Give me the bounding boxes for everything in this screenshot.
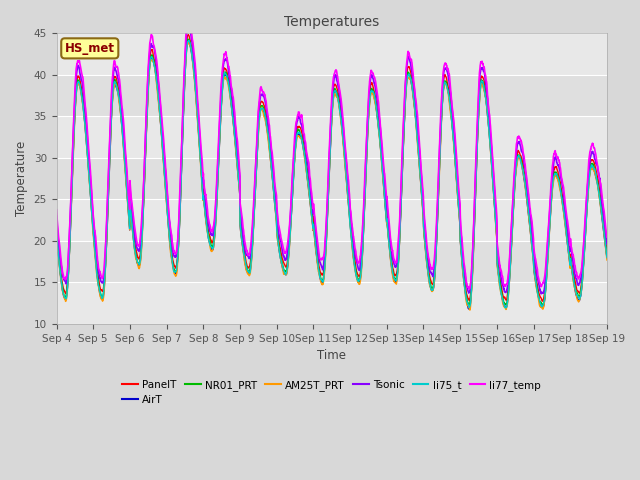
Text: HS_met: HS_met	[65, 42, 115, 55]
AM25T_PRT	[184, 39, 191, 45]
Bar	[56, 157, 607, 199]
AirT	[466, 306, 474, 312]
NR01_PRT	[360, 221, 367, 227]
NR01_PRT	[348, 235, 356, 240]
Title: Temperatures: Temperatures	[284, 15, 380, 29]
li77_temp	[603, 234, 611, 240]
AirT	[570, 281, 578, 287]
li75_t	[570, 280, 578, 286]
li77_temp	[465, 286, 473, 292]
li75_t	[185, 37, 193, 43]
AM25T_PRT	[570, 282, 578, 288]
NR01_PRT	[184, 36, 192, 42]
X-axis label: Time: Time	[317, 349, 346, 362]
PanelT	[555, 173, 563, 179]
li75_t	[360, 223, 367, 228]
AirT	[348, 238, 356, 244]
NR01_PRT	[492, 217, 500, 223]
li75_t	[555, 177, 563, 183]
AM25T_PRT	[348, 241, 356, 247]
PanelT	[360, 217, 367, 223]
AirT	[52, 229, 60, 235]
PanelT	[570, 273, 578, 279]
AirT	[184, 39, 191, 45]
li75_t	[52, 228, 60, 234]
Tsonic	[360, 209, 367, 215]
AirT	[492, 225, 500, 231]
Tsonic	[570, 266, 578, 272]
PanelT	[492, 214, 500, 219]
li75_t	[502, 305, 509, 311]
Tsonic	[52, 213, 60, 219]
li77_temp	[185, 17, 193, 23]
NR01_PRT	[555, 176, 563, 182]
li77_temp	[348, 220, 356, 226]
PanelT	[538, 299, 546, 304]
Tsonic	[538, 291, 545, 297]
NR01_PRT	[52, 227, 60, 233]
Line: li77_temp: li77_temp	[56, 20, 607, 289]
Y-axis label: Temperature: Temperature	[15, 141, 28, 216]
Tsonic	[184, 21, 192, 27]
AM25T_PRT	[360, 224, 367, 229]
Tsonic	[348, 223, 356, 228]
NR01_PRT	[603, 252, 611, 258]
Line: PanelT: PanelT	[56, 35, 607, 301]
AirT	[207, 242, 214, 248]
li77_temp	[52, 207, 60, 213]
NR01_PRT	[570, 278, 578, 284]
li77_temp	[555, 157, 563, 163]
Bar	[56, 241, 607, 282]
Bar	[56, 74, 607, 116]
li75_t	[603, 254, 611, 260]
li75_t	[207, 243, 214, 249]
AM25T_PRT	[603, 257, 611, 263]
Line: Tsonic: Tsonic	[56, 24, 607, 294]
PanelT	[184, 32, 192, 37]
AM25T_PRT	[207, 245, 214, 251]
AM25T_PRT	[466, 307, 474, 313]
Tsonic	[492, 207, 500, 213]
Tsonic	[555, 163, 563, 169]
li77_temp	[492, 203, 500, 209]
Line: AM25T_PRT: AM25T_PRT	[56, 42, 607, 310]
li75_t	[492, 221, 500, 227]
NR01_PRT	[207, 239, 214, 245]
PanelT	[603, 248, 611, 254]
li77_temp	[207, 223, 214, 229]
li75_t	[348, 237, 356, 243]
AM25T_PRT	[555, 181, 563, 187]
PanelT	[348, 230, 356, 236]
AirT	[360, 224, 367, 229]
Line: li75_t: li75_t	[56, 40, 607, 308]
AirT	[555, 178, 563, 184]
li77_temp	[570, 257, 578, 263]
li77_temp	[360, 202, 367, 207]
AirT	[603, 255, 611, 261]
PanelT	[52, 222, 60, 228]
Tsonic	[603, 241, 611, 247]
AM25T_PRT	[492, 228, 500, 234]
PanelT	[207, 235, 214, 240]
AM25T_PRT	[52, 232, 60, 238]
Tsonic	[207, 229, 214, 235]
NR01_PRT	[539, 302, 547, 308]
Legend: PanelT, AirT, NR01_PRT, AM25T_PRT, Tsonic, li75_t, li77_temp: PanelT, AirT, NR01_PRT, AM25T_PRT, Tsoni…	[118, 376, 545, 409]
Line: AirT: AirT	[56, 42, 607, 309]
Line: NR01_PRT: NR01_PRT	[56, 39, 607, 305]
